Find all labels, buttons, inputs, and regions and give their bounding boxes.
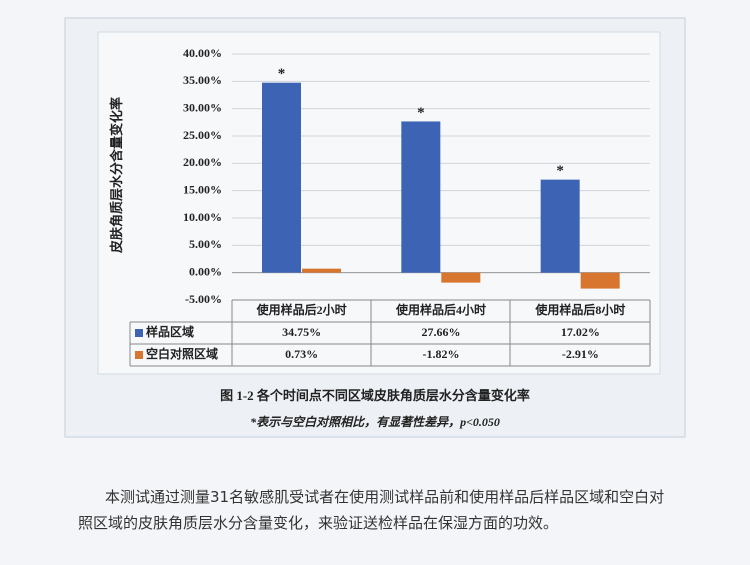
significance-mark: * [417,105,425,121]
value-label: 34.75% [282,325,321,339]
note: *表示与空白对照相比，有显著性差异，p<0.050 [250,415,500,429]
legend-label: 样品区域 [146,324,194,339]
y-tick-label: 15.00% [183,182,222,196]
legend-swatch [135,329,143,337]
y-tick-label: 40.00% [183,46,222,60]
x-tick-label: 使用样品后4小时 [395,302,486,317]
value-label: -1.82% [423,347,460,361]
legend-swatch [135,351,143,359]
significance-mark: * [556,163,564,179]
legend-label: 空白对照区域 [146,346,218,361]
y-tick-label: 30.00% [183,100,222,114]
value-label: 27.66% [422,325,461,339]
value-label: 0.73% [285,347,318,361]
bar [441,272,481,283]
bar [580,272,620,289]
x-tick-label: 使用样品后2小时 [256,302,347,317]
y-tick-label: 25.00% [183,128,222,142]
y-tick-label: 10.00% [183,210,222,224]
paragraph: 本测试通过测量31名敏感肌受试者在使用测试样品前和使用样品后样品区域和空白对照区… [78,488,665,532]
y-tick-label: 5.00% [189,237,222,251]
significance-mark: * [278,66,286,82]
bar [302,268,341,273]
bar [540,179,580,273]
value-label: -2.91% [562,347,599,361]
value-label: 17.02% [561,325,600,339]
bar [262,82,301,273]
y-tick-label: 0.00% [189,264,222,278]
bar [401,121,441,273]
y-tick-label: 20.00% [183,155,222,169]
chart: 皮肤角质层水分含量变化率 图 1-2 各个时间点不同区域皮肤角质层水分含量变化率… [64,17,686,438]
y-tick-label: 35.00% [183,73,222,87]
caption: 图 1-2 各个时间点不同区域皮肤角质层水分含量变化率 [220,388,530,403]
y-axis-label: 皮肤角质层水分含量变化率 [109,97,124,254]
y-tick-label: -5.00% [185,292,222,306]
x-tick-label: 使用样品后8小时 [534,302,625,317]
